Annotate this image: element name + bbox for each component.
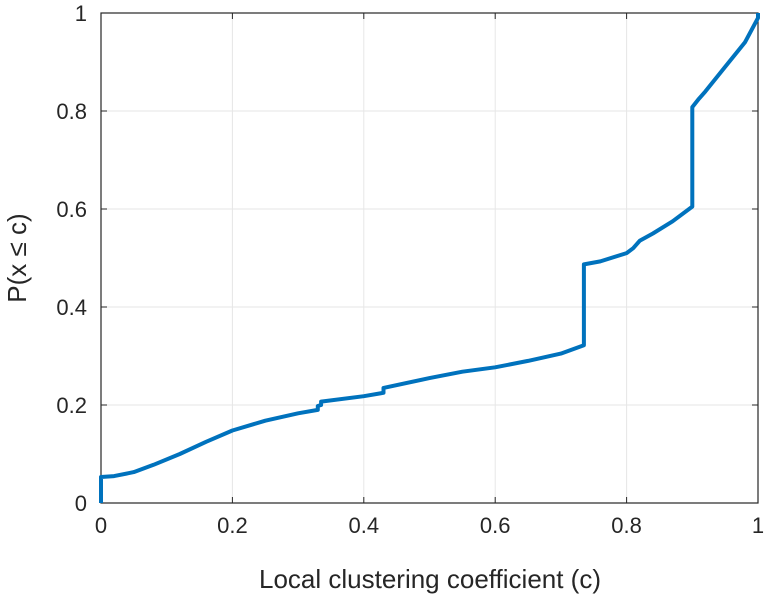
y-tick-label: 0 [75,491,87,516]
x-tick-label: 0.2 [217,513,248,538]
y-tick-label: 0.6 [56,197,87,222]
axes-box [100,12,759,504]
x-tick-label: 0.4 [349,513,380,538]
series [99,13,760,503]
y-tick-label: 0.8 [56,99,87,124]
x-tick-label: 1 [752,513,764,538]
x-tick-label: 0.6 [480,513,511,538]
cdf-line [99,13,760,503]
y-axis-label: P(x ≤ c) [2,213,32,302]
y-tick-label: 0.2 [56,393,87,418]
y-tick-label: 1 [75,1,87,26]
y-tick-label: 0.4 [56,295,87,320]
x-tick-label: 0.8 [611,513,642,538]
x-tick-label: 0 [95,513,107,538]
tick-labels: 0 0.2 0.4 0.6 0.8 1 0 0.2 0.4 0.6 0.8 1 [56,1,764,538]
axes [100,12,759,504]
x-axis-label: Local clustering coefficient (c) [259,564,601,594]
grid [100,12,759,504]
